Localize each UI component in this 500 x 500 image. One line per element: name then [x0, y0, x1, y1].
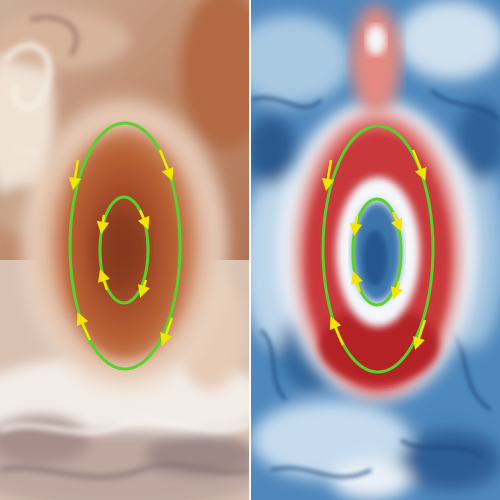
flow-direction-arrow-icon — [321, 149, 427, 350]
outer-contour — [321, 124, 435, 374]
vorticity-map-panel — [251, 0, 500, 500]
vorticity-map — [251, 0, 500, 500]
visible-image — [0, 0, 249, 500]
inner-contour — [98, 195, 150, 305]
inner-contour — [351, 197, 403, 307]
visible-image-panel — [0, 0, 249, 500]
panel-divider — [249, 0, 251, 500]
flow-direction-arrow-icon — [68, 149, 174, 346]
outer-contour — [68, 121, 182, 371]
